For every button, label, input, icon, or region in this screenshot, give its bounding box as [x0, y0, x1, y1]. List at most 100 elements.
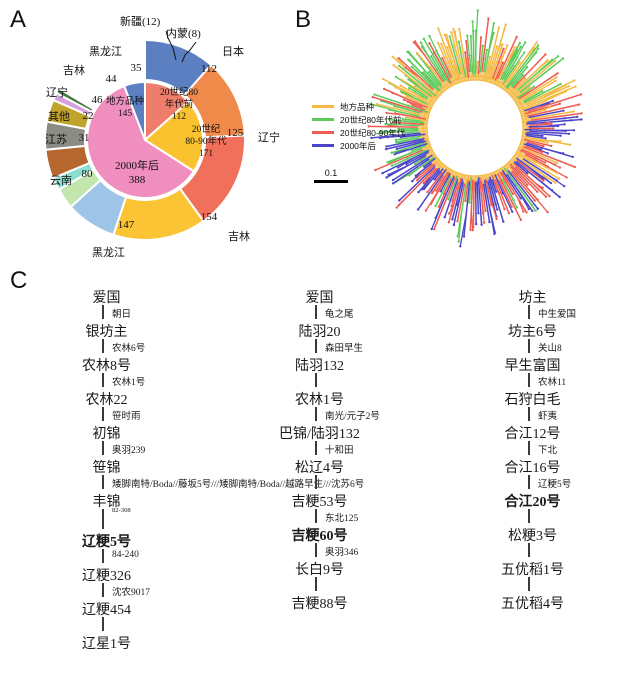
pie-label-riben: 日本 — [222, 46, 244, 58]
pedigree-node-name: 松辽4号 — [295, 461, 344, 476]
phylogeny-svg — [367, 9, 583, 248]
pie-inner-label-pre80: 20世纪80 年代前 112 — [152, 88, 206, 124]
pedigree-connector-line — [101, 407, 104, 421]
pedigree-parent-label: 笹时雨 — [112, 412, 141, 422]
pedigree-parent-label: 82-308 — [112, 507, 131, 514]
pie-label-jiangsu: 江苏 — [45, 134, 67, 146]
inner-pre80-value: 112 — [172, 111, 186, 122]
pedigree-parent-label: 东北125 — [325, 514, 359, 524]
pedigree-connector-line — [314, 543, 317, 557]
pie-label-neimeng: 内蒙(8) — [166, 28, 201, 40]
panel-c-pedigree: C 爱国 朝日 银坊主 农林6号 农林8号 农林1号 农林22 笹时雨 初锦 奥羽239 笹锦 矮脚南… — [0, 265, 640, 696]
pie-value-qita: 22 — [82, 110, 94, 122]
pedigree-parent-label: 农林6号 — [112, 344, 146, 354]
pedigree-parent-label: 龟之尾 — [325, 310, 354, 320]
tree-branches — [367, 9, 583, 248]
donut-svg — [44, 30, 246, 241]
inner-difang-name: 地方品种 — [105, 97, 144, 107]
pedigree-node-name: 松粳3号 — [508, 529, 557, 544]
legend-item-difang: 地方品种 — [312, 100, 405, 113]
pedigree-node-name: 早生富国 — [504, 359, 561, 374]
pedigree-parent-label: 关山8 — [538, 344, 562, 354]
pie-value-heilongjiang-top: 35 — [130, 62, 142, 74]
pie-label-xinjiang: 新疆(12) — [120, 16, 161, 28]
legend-item-80s90s: 20世纪80-90年代 — [312, 126, 405, 139]
pedigree-parent-label: 十和田 — [325, 446, 354, 456]
inner-slice-difang — [122, 80, 146, 141]
pie-value-liaoning-right: 125 — [226, 127, 244, 139]
pedigree-node-name: 爱国 — [305, 291, 334, 306]
inner-slice-post2000 — [86, 84, 196, 199]
pedigree-node-name: 坊主 — [518, 291, 547, 306]
panel-a-pie-chart: A — [0, 0, 290, 265]
pedigree-connector-line — [314, 373, 317, 387]
pedigree-node-name: 银坊主 — [85, 325, 128, 340]
panel-b-letter: B — [295, 6, 312, 33]
pedigree-parent-label: 农林11 — [538, 378, 567, 388]
legend-swatch-post2000 — [312, 144, 334, 147]
pedigree-parent-label: 沈农9017 — [112, 588, 151, 598]
pedigree-connector-line — [101, 617, 104, 631]
pedigree-node-name: 石狩白毛 — [504, 393, 561, 408]
pedigree-connector-line — [314, 339, 317, 353]
pedigree-connector-line — [527, 407, 530, 421]
pie-value-liaoning-left: 46 — [91, 94, 103, 106]
pedigree-parent-label: 南光/元子2号 — [325, 412, 380, 422]
pie-inner-label-difang: 地方品种 145 — [95, 97, 155, 121]
pedigree-parent-label: 奥羽239 — [112, 446, 146, 456]
pedigree-node-name: 吉粳53号 — [291, 495, 348, 510]
legend-label-post2000: 2000年后 — [340, 140, 376, 151]
pedigree-node-name: 辽粳454 — [82, 603, 131, 618]
pedigree-connector-line — [527, 441, 530, 455]
pie-label-liaoning-right: 辽宁 — [258, 132, 280, 144]
pedigree-node-name: 农林8号 — [82, 359, 131, 374]
pie-label-liaoning-left: 辽宁 — [46, 87, 68, 99]
pedigree-parent-label: 84-240 — [112, 550, 139, 560]
pedigree-connector-line — [527, 373, 530, 387]
pedigree-connector-line — [527, 339, 530, 353]
legend-swatch-difang — [312, 105, 334, 108]
pedigree-node-name: 五优稻4号 — [501, 597, 564, 612]
pedigree-node-name: 初锦 — [92, 427, 121, 442]
pedigree-node-name: 丰锦 — [92, 495, 121, 510]
panel-c-letter: C — [10, 267, 28, 294]
pedigree-node-name: 农林1号 — [295, 393, 344, 408]
pedigree-node-name: 合江20号 — [504, 495, 561, 510]
panel-b-phylogenetic-tree: B 地方品种 20世纪80年代前 20世纪80-90年代 2000年后 — [290, 0, 640, 265]
legend-item-pre80: 20世纪80年代前 — [312, 113, 405, 126]
pedigree-parent-label: 农林1号 — [112, 378, 146, 388]
pie-value-jilin-right: 154 — [200, 211, 218, 223]
pie-label-jilin-right: 吉林 — [228, 231, 250, 243]
pedigree-connector-line — [101, 373, 104, 387]
inner-pre80-line1: 20世纪80 — [159, 88, 198, 98]
pedigree-connector-line — [527, 475, 530, 489]
pedigree-node-name: 合江16号 — [504, 461, 561, 476]
outer-slice-neimeng — [55, 87, 95, 114]
callout-line-xinjiang — [165, 30, 177, 61]
tree-scale-bar: 0.1 — [314, 168, 348, 183]
pie-value-yunnan: 80 — [81, 168, 93, 180]
pedigree-node-name: 爱国 — [92, 291, 121, 306]
pedigree-connector-line — [527, 543, 530, 557]
legend-swatch-pre80 — [312, 118, 334, 121]
pedigree-node-name: 吉粳88号 — [291, 597, 348, 612]
callout-line-neimeng — [181, 41, 197, 63]
pie-value-jiangsu: 31 — [78, 132, 90, 144]
pedigree-connector-line — [527, 305, 530, 319]
pedigree-node-name: 农林22 — [85, 393, 128, 408]
legend-label-80s90s: 20世纪80-90年代 — [340, 127, 406, 138]
pedigree-parent-label: 中生爱国 — [538, 310, 577, 320]
pedigree-connector-line — [527, 577, 530, 591]
pie-inner-label-80s90s: 20世纪 80-90年代 171 — [175, 125, 237, 161]
pedigree-connector-line — [101, 549, 104, 563]
pie-value-heilongjiang-bottom: 147 — [117, 219, 135, 231]
pedigree-node-name: 辽粳5号 — [82, 535, 131, 550]
pedigree-node-name: 长白9号 — [295, 563, 344, 578]
legend-label-pre80: 20世纪80年代前 — [340, 114, 402, 125]
pedigree-connector-line — [314, 407, 317, 421]
pie-label-heilongjiang-top: 黑龙江 — [89, 46, 122, 58]
pie-label-yunnan: 云南 — [50, 175, 72, 187]
pedigree-parent-label: 矮脚南特/Boda//藤坂5号///矮脚南特/Boda//越路早生///沈苏6号 — [112, 480, 365, 490]
pedigree-connector-line — [101, 475, 104, 489]
inner-slice-80s90s — [143, 100, 204, 173]
